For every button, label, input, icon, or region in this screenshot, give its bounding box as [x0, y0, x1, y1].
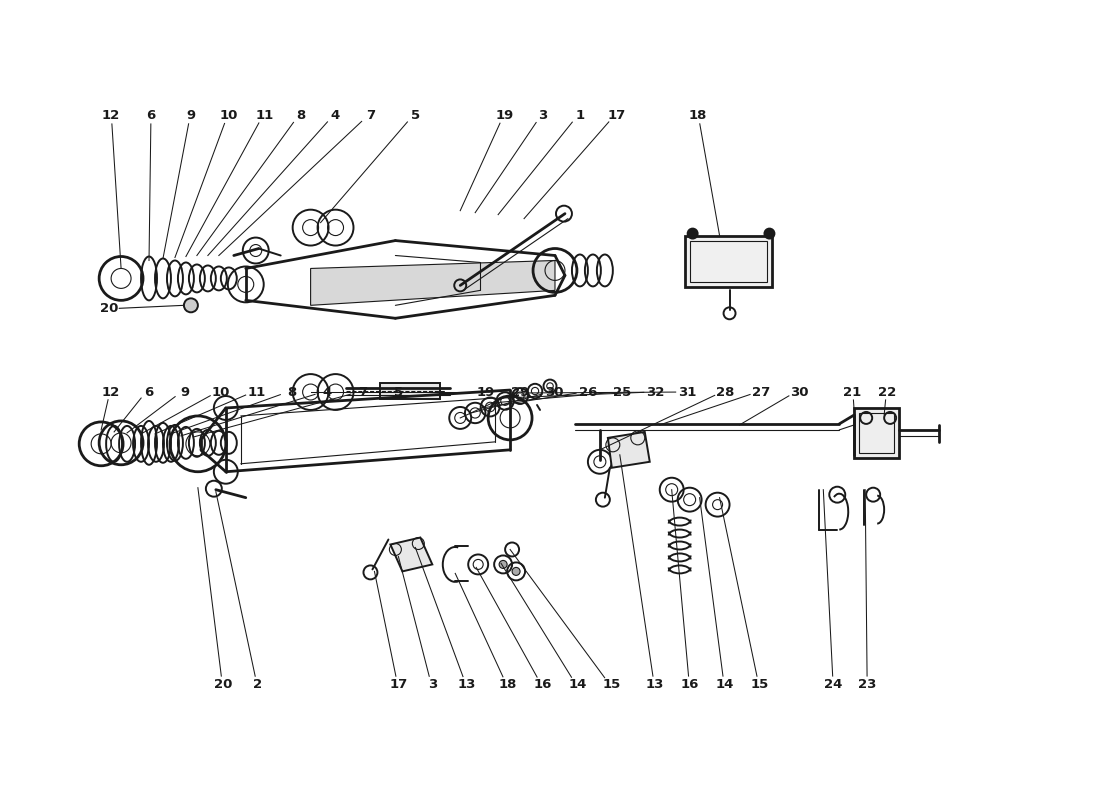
Text: 15: 15 [750, 678, 769, 690]
Text: 3: 3 [538, 110, 548, 122]
Text: 21: 21 [843, 386, 861, 398]
Text: 25: 25 [613, 386, 631, 398]
Text: 18: 18 [689, 110, 707, 122]
Text: 5: 5 [410, 110, 420, 122]
Text: 4: 4 [322, 386, 331, 398]
Text: 18: 18 [499, 678, 517, 690]
Text: 7: 7 [358, 386, 367, 398]
Bar [855, 408, 899, 458]
Text: 20: 20 [213, 678, 232, 690]
Text: 19: 19 [477, 386, 495, 398]
Text: 9: 9 [186, 110, 196, 122]
Bar [690, 241, 768, 282]
Text: 13: 13 [458, 678, 476, 690]
Text: 6: 6 [146, 110, 155, 122]
Text: 30: 30 [544, 386, 563, 398]
Text: 19: 19 [496, 110, 514, 122]
Text: 8: 8 [296, 110, 306, 122]
Polygon shape [390, 538, 432, 571]
Text: 30: 30 [790, 386, 808, 398]
Text: 31: 31 [679, 386, 696, 398]
Text: 3: 3 [428, 678, 437, 690]
Text: 14: 14 [569, 678, 587, 690]
Text: 26: 26 [579, 386, 597, 398]
Text: 10: 10 [220, 110, 238, 122]
Text: 11: 11 [248, 386, 266, 398]
Circle shape [764, 229, 774, 238]
Bar [684, 235, 772, 287]
Text: 5: 5 [394, 386, 403, 398]
Text: 13: 13 [646, 678, 664, 690]
Circle shape [688, 229, 697, 238]
Text: 6: 6 [144, 386, 154, 398]
Text: 17: 17 [607, 110, 626, 122]
Circle shape [513, 567, 520, 575]
Text: 27: 27 [752, 386, 771, 398]
Text: 8: 8 [287, 386, 296, 398]
Text: 1: 1 [575, 110, 584, 122]
Polygon shape [608, 432, 650, 468]
Text: 20: 20 [100, 302, 119, 315]
Bar [381, 383, 440, 399]
Text: 11: 11 [255, 110, 274, 122]
Bar [859, 413, 894, 453]
Text: 14: 14 [715, 678, 734, 690]
Text: 16: 16 [534, 678, 552, 690]
Text: 28: 28 [716, 386, 735, 398]
Text: 24: 24 [824, 678, 843, 690]
Text: 15: 15 [603, 678, 622, 690]
Text: 16: 16 [681, 678, 698, 690]
Text: 32: 32 [647, 386, 664, 398]
Text: 29: 29 [512, 386, 529, 398]
Text: 12: 12 [102, 110, 120, 122]
Circle shape [184, 298, 198, 312]
Text: 7: 7 [366, 110, 375, 122]
Text: 4: 4 [331, 110, 340, 122]
Text: 10: 10 [211, 386, 230, 398]
Polygon shape [310, 261, 556, 306]
Text: 12: 12 [102, 386, 120, 398]
Text: 23: 23 [858, 678, 877, 690]
Circle shape [499, 561, 507, 569]
Text: 22: 22 [878, 386, 896, 398]
Text: 2: 2 [253, 678, 262, 690]
Text: 9: 9 [180, 386, 189, 398]
Text: 17: 17 [389, 678, 407, 690]
